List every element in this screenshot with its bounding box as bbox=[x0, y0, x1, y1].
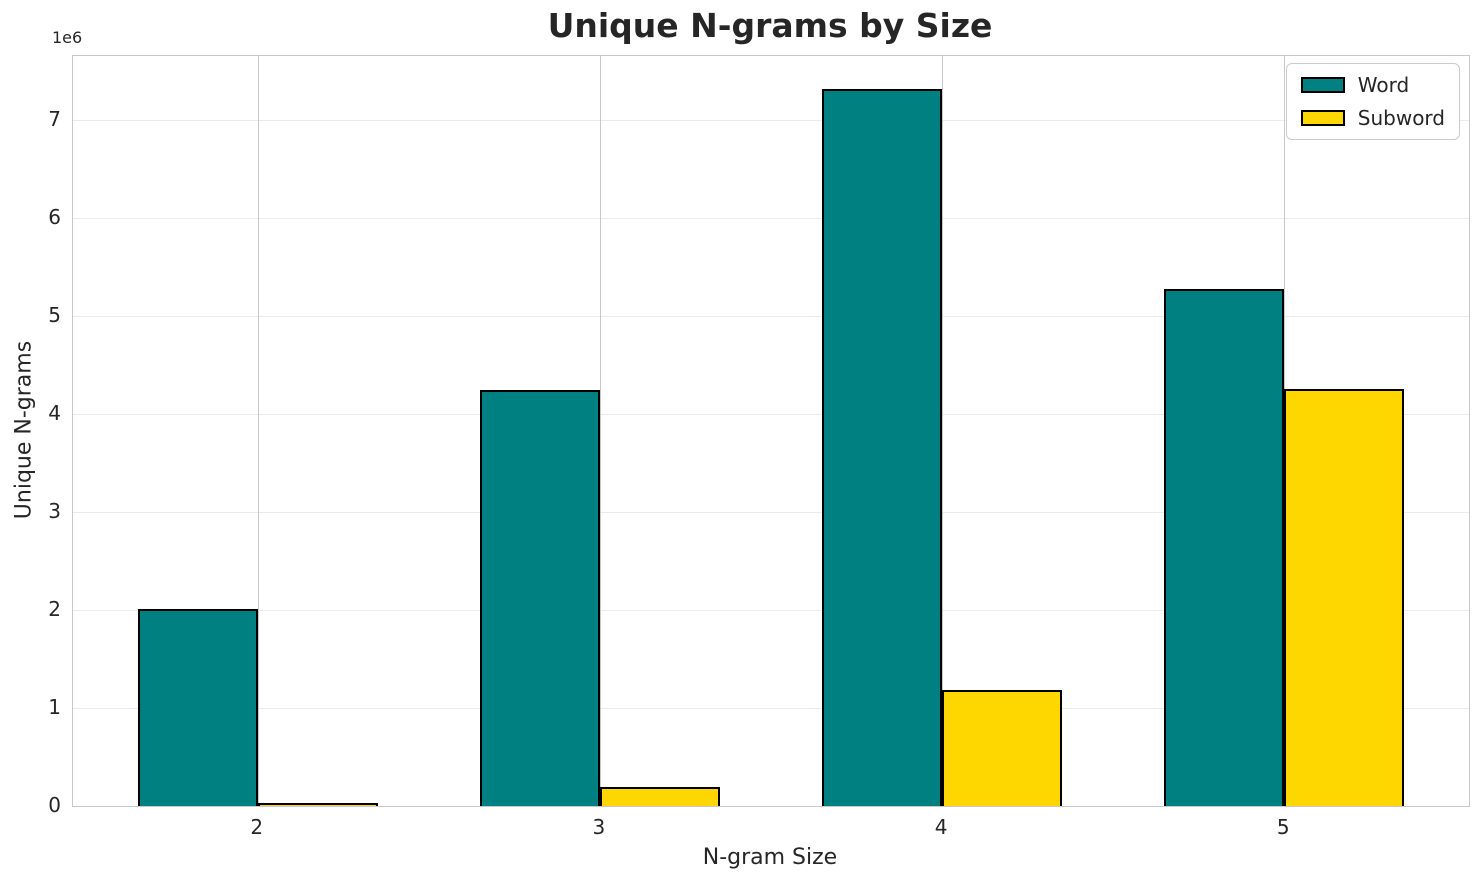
y-tick-label: 6 bbox=[48, 204, 61, 229]
bar-word-4 bbox=[822, 89, 943, 806]
x-tick-label: 4 bbox=[934, 815, 948, 839]
vertical-gridline bbox=[942, 56, 944, 806]
bar-subword-3 bbox=[599, 787, 720, 806]
vertical-gridline bbox=[257, 56, 259, 806]
bar-subword-4 bbox=[942, 690, 1062, 806]
y-tick-label: 3 bbox=[48, 498, 61, 523]
y-tick-label: 7 bbox=[48, 106, 61, 131]
x-tick-label: 2 bbox=[250, 815, 264, 839]
legend-label: Word bbox=[1357, 73, 1410, 97]
chart-title: Unique N-grams by Size bbox=[547, 6, 993, 45]
x-tick-label: 5 bbox=[1276, 815, 1290, 839]
horizontal-gridline bbox=[73, 315, 1469, 317]
bar-word-2 bbox=[138, 608, 258, 806]
horizontal-gridline bbox=[73, 413, 1469, 415]
horizontal-gridline bbox=[73, 511, 1469, 513]
x-axis-label: N-gram Size bbox=[702, 845, 838, 870]
y-tick-label: 5 bbox=[48, 302, 61, 327]
legend-swatch-word bbox=[1300, 77, 1345, 93]
y-tick-label: 2 bbox=[48, 596, 61, 621]
plot-area: Word Subword bbox=[72, 55, 1470, 807]
y-tick-label: 4 bbox=[48, 400, 61, 425]
y-axis-label: Unique N-grams bbox=[11, 340, 37, 520]
legend-entry-word: Word bbox=[1300, 73, 1445, 97]
bar-word-5 bbox=[1164, 289, 1285, 806]
bar-subword-5 bbox=[1284, 389, 1404, 806]
y-tick-label: 0 bbox=[48, 793, 61, 817]
legend-swatch-subword bbox=[1300, 110, 1345, 126]
y-tick-label: 1 bbox=[48, 694, 61, 719]
horizontal-gridline bbox=[73, 707, 1469, 709]
vertical-gridline bbox=[599, 56, 601, 806]
bar-word-3 bbox=[480, 390, 600, 806]
bar-subword-2 bbox=[257, 803, 378, 806]
y-axis-offset-label: 1e6 bbox=[52, 28, 83, 47]
legend-entry-subword: Subword bbox=[1300, 106, 1445, 130]
horizontal-gridline bbox=[73, 217, 1469, 219]
x-tick-label: 3 bbox=[592, 815, 606, 839]
legend: Word Subword bbox=[1285, 63, 1460, 140]
horizontal-gridline bbox=[73, 609, 1469, 611]
legend-label: Subword bbox=[1357, 106, 1445, 130]
horizontal-gridline bbox=[73, 119, 1469, 121]
